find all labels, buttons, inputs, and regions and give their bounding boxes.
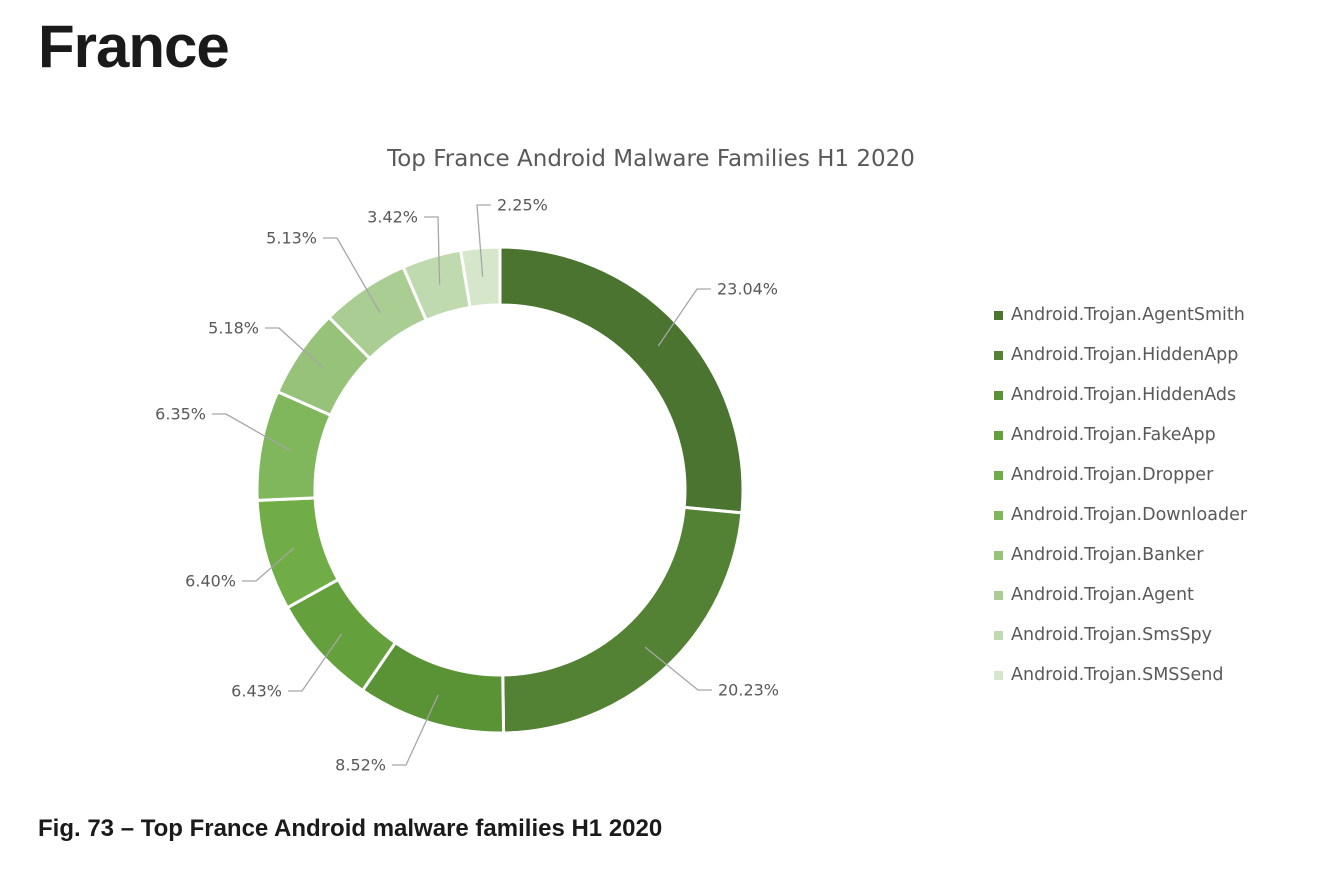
leader-line (392, 694, 439, 766)
legend-item: Android.Trojan.HiddenApp (994, 335, 1247, 375)
legend-swatch (994, 670, 1003, 680)
leader-line (644, 646, 712, 691)
legend-swatch (994, 470, 1003, 480)
legend-item: Android.Trojan.SmsSpy (994, 615, 1247, 655)
data-label: 5.13% (266, 229, 317, 248)
leader-line (657, 288, 711, 347)
legend-swatch (994, 510, 1003, 520)
legend-swatch (994, 310, 1003, 320)
legend-label: Android.Trojan.FakeApp (1011, 425, 1216, 445)
legend-swatch (994, 350, 1003, 360)
legend-label: Android.Trojan.HiddenAds (1011, 385, 1237, 405)
data-label: 6.43% (231, 682, 282, 701)
legend-item: Android.Trojan.Dropper (994, 455, 1247, 495)
leader-line (424, 216, 441, 285)
donut-slice (501, 505, 744, 735)
data-label: 20.23% (718, 681, 779, 700)
leader-line (476, 204, 491, 277)
data-label: 2.25% (497, 196, 548, 215)
leader-line (242, 547, 295, 582)
leader-line (323, 237, 381, 314)
legend-item: Android.Trojan.AgentSmith (994, 295, 1247, 335)
legend-label: Android.Trojan.Dropper (1011, 465, 1214, 485)
legend-label: Android.Trojan.Banker (1011, 545, 1204, 565)
leader-line (265, 327, 325, 370)
legend-swatch (994, 430, 1003, 440)
data-label: 8.52% (335, 756, 386, 775)
legend-item: Android.Trojan.HiddenAds (994, 375, 1247, 415)
data-label: 6.35% (155, 405, 206, 424)
figure-caption: Fig. 73 – Top France Android malware fam… (38, 815, 663, 842)
legend-label: Android.Trojan.AgentSmith (1011, 305, 1245, 325)
legend-swatch (994, 630, 1003, 640)
legend-label: Android.Trojan.Agent (1011, 585, 1194, 605)
data-label: 5.18% (208, 319, 259, 338)
legend-label: Android.Trojan.SMSSend (1011, 665, 1224, 685)
leader-line (212, 413, 291, 451)
page-heading: France (38, 13, 230, 80)
legend-swatch (994, 550, 1003, 560)
legend-item: Android.Trojan.Banker (994, 535, 1247, 575)
leader-line (288, 633, 343, 692)
legend-label: Android.Trojan.HiddenApp (1011, 345, 1239, 365)
legend-label: Android.Trojan.SmsSpy (1011, 625, 1212, 645)
legend-item: Android.Trojan.FakeApp (994, 415, 1247, 455)
legend-item: Android.Trojan.Agent (994, 575, 1247, 615)
legend-label: Android.Trojan.Downloader (1011, 505, 1248, 525)
legend-item: Android.Trojan.Downloader (994, 495, 1247, 535)
data-label: 23.04% (717, 280, 778, 299)
legend-item: Android.Trojan.SMSSend (994, 655, 1247, 695)
donut-slice (458, 245, 502, 310)
donut-slice (498, 245, 745, 515)
chart-title: Top France Android Malware Families H1 2… (387, 146, 915, 172)
legend-swatch (994, 390, 1003, 400)
data-label: 6.40% (185, 572, 236, 591)
chart-legend: Android.Trojan.AgentSmith Android.Trojan.… (994, 295, 1247, 695)
data-label: 3.42% (367, 208, 418, 227)
legend-swatch (994, 590, 1003, 600)
